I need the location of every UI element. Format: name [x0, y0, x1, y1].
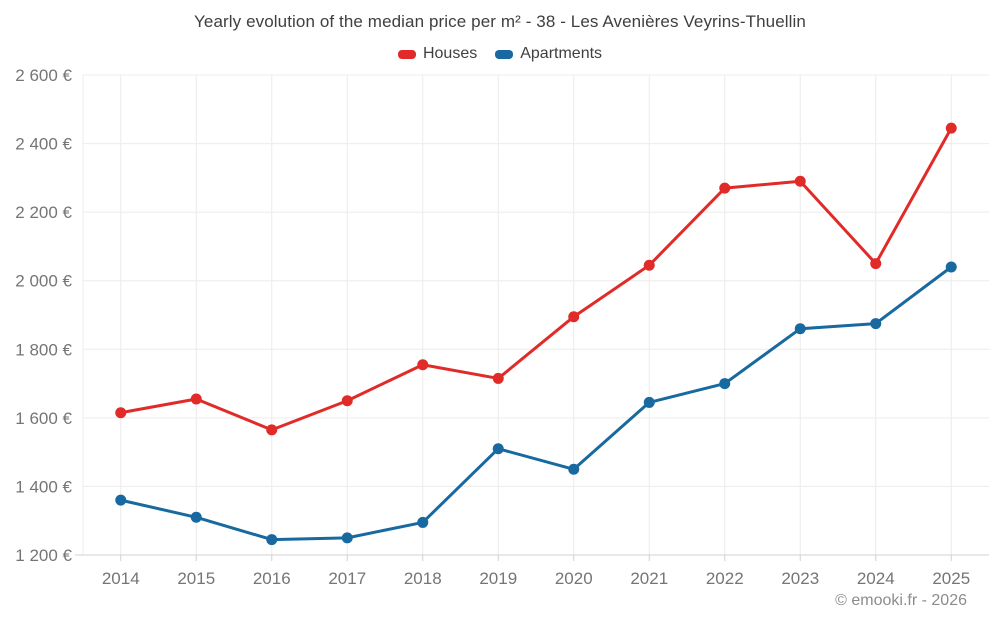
x-axis-tick-label: 2024 [857, 569, 895, 588]
apartments-point-2023 [794, 323, 806, 335]
y-axis-tick-label: 2 200 € [15, 203, 72, 222]
apartments-point-2024 [870, 318, 882, 330]
houses-point-2018 [417, 359, 429, 371]
houses-point-2015 [190, 393, 202, 405]
apartments-legend-label: Apartments [520, 45, 603, 62]
y-axis-tick-label: 2 600 € [15, 66, 72, 85]
x-axis-tick-label: 2016 [253, 569, 291, 588]
apartments-point-2014 [115, 494, 127, 506]
apartments-point-2018 [417, 516, 429, 528]
y-axis-tick-label: 1 800 € [15, 340, 72, 359]
x-axis-tick-label: 2023 [781, 569, 819, 588]
x-axis-tick-label: 2015 [177, 569, 215, 588]
apartments-line [119, 265, 953, 542]
x-axis-tick-label: 2014 [102, 569, 140, 588]
copyright-footer: © emooki.fr - 2026 [835, 592, 967, 609]
y-axis-tick-label: 2 000 € [15, 272, 72, 291]
apartments-point-2019 [492, 443, 504, 455]
legend-item-apartments[interactable]: Apartments [495, 45, 602, 63]
apartments-legend-swatch [495, 49, 514, 59]
houses-point-2022 [719, 182, 731, 194]
houses-legend-label: Houses [422, 45, 478, 62]
x-axis-tick-label: 2020 [555, 569, 593, 588]
houses-point-2020 [568, 311, 580, 323]
x-axis-tick-label: 2025 [932, 569, 970, 588]
apartments-point-2021 [643, 396, 655, 408]
apartments-point-2016 [266, 534, 278, 546]
chart-title: Yearly evolution of the median price per… [194, 12, 806, 31]
y-axis-tick-label: 1 200 € [15, 546, 72, 565]
houses-point-2014 [115, 407, 127, 419]
x-axis-tick-label: 2018 [404, 569, 442, 588]
houses-point-2017 [341, 395, 353, 407]
houses-point-2024 [870, 258, 882, 270]
houses-line [119, 126, 953, 432]
apartments-point-2022 [719, 378, 731, 390]
x-axis-tick-label: 2019 [479, 569, 517, 588]
x-axis-tick-label: 2021 [630, 569, 668, 588]
y-axis-tick-label: 2 400 € [15, 135, 72, 154]
legend-item-houses[interactable]: Houses [397, 45, 478, 63]
x-axis-tick-label: 2022 [706, 569, 744, 588]
houses-point-2016 [266, 424, 278, 436]
apartments-point-2015 [190, 511, 202, 523]
houses-point-2025 [945, 122, 957, 134]
x-axis-tick-label: 2017 [328, 569, 366, 588]
houses-legend-swatch [397, 49, 416, 59]
y-axis-tick-label: 1 400 € [15, 477, 72, 496]
apartments-point-2020 [568, 463, 580, 475]
chart-legend: Houses Apartments [0, 45, 1000, 63]
y-axis-tick-label: 1 600 € [15, 409, 72, 428]
houses-point-2021 [643, 259, 655, 271]
houses-point-2019 [492, 372, 504, 384]
apartments-point-2017 [341, 532, 353, 544]
apartments-point-2025 [945, 261, 957, 273]
houses-point-2023 [794, 175, 806, 187]
